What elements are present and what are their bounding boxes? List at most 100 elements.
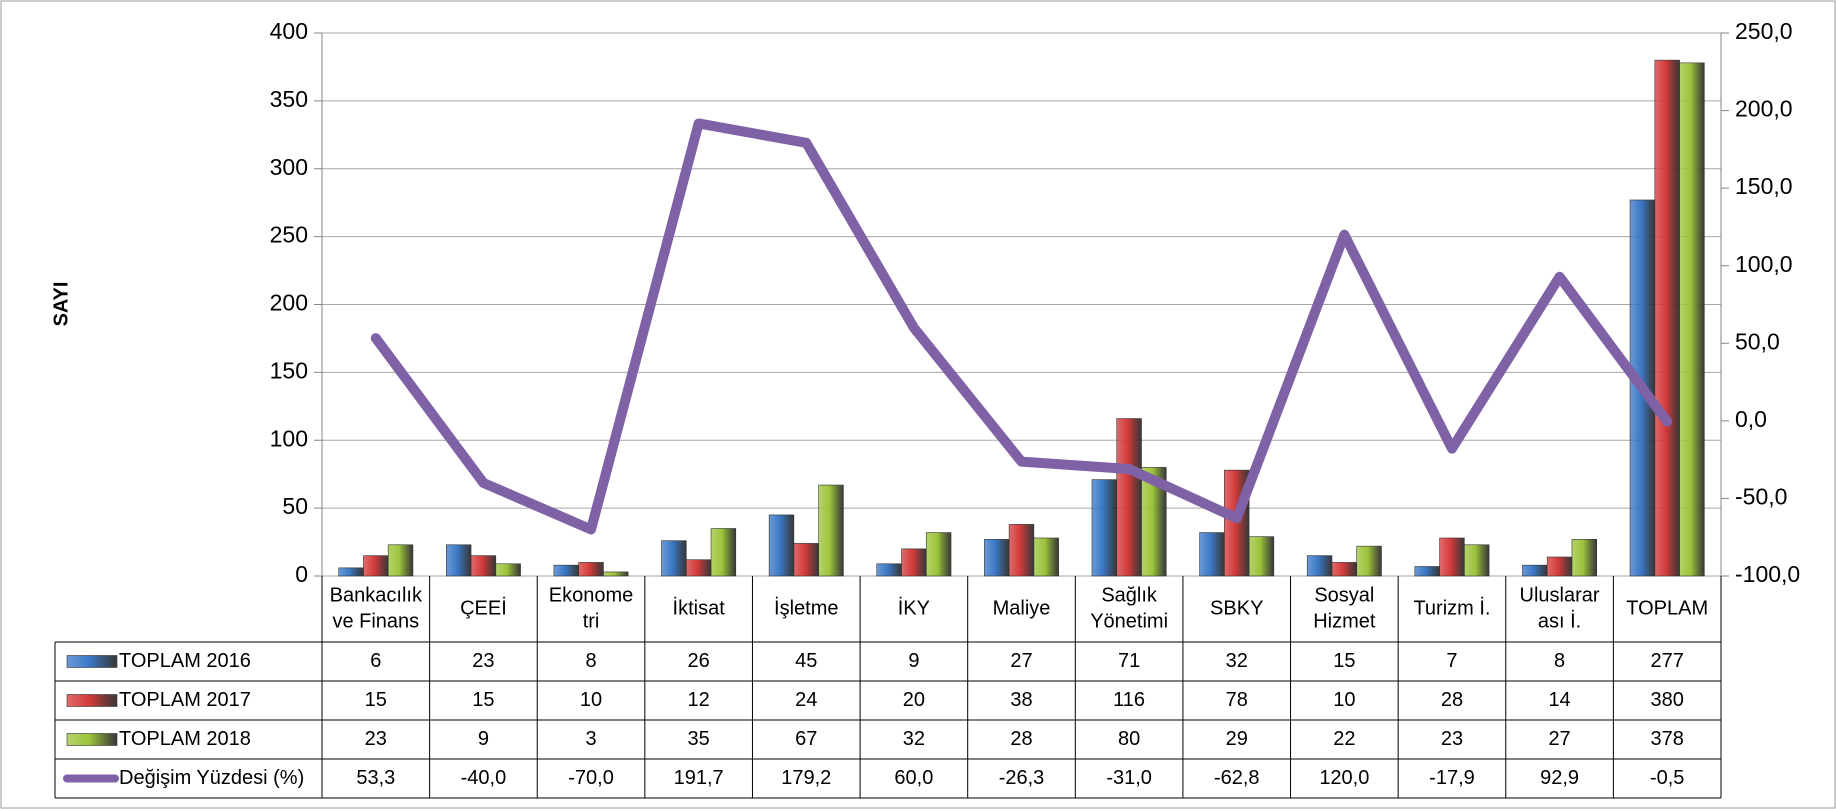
table-value: 8 bbox=[1554, 650, 1565, 672]
legend-label: TOPLAM 2018 bbox=[119, 728, 251, 750]
table-value: 3 bbox=[585, 728, 596, 750]
x-tick-label: Maliye bbox=[993, 597, 1051, 619]
table-value: 116 bbox=[1113, 689, 1145, 711]
y2-tick-label: -50,0 bbox=[1735, 484, 1787, 510]
table-value: 6 bbox=[370, 650, 381, 672]
table-value: 45 bbox=[795, 650, 817, 672]
y2-tick-label: 0,0 bbox=[1735, 406, 1767, 432]
bar bbox=[661, 540, 687, 577]
x-tick-label: İKY bbox=[898, 596, 930, 619]
table-value: 14 bbox=[1548, 689, 1570, 711]
bar bbox=[363, 555, 389, 577]
table-value: 15 bbox=[1333, 650, 1355, 672]
table-value: 38 bbox=[1010, 689, 1032, 711]
bar bbox=[1033, 537, 1059, 577]
table-value: 191,7 bbox=[674, 767, 724, 789]
x-tick-label: SBKY bbox=[1210, 597, 1263, 619]
table-value: 22 bbox=[1333, 728, 1355, 750]
x-tick-label: ÇEEİ bbox=[460, 596, 507, 619]
x-tick-label: Ekonome bbox=[549, 584, 634, 606]
x-tick-label: Turizm İ. bbox=[1413, 596, 1490, 619]
y-tick-label: 350 bbox=[270, 86, 308, 112]
x-tick-label: Sosyal bbox=[1314, 584, 1374, 606]
bar bbox=[818, 484, 844, 577]
legend-label: TOPLAM 2016 bbox=[119, 650, 251, 672]
table-value: 27 bbox=[1548, 728, 1570, 750]
table-value: 15 bbox=[472, 689, 494, 711]
table-value: -62,8 bbox=[1214, 767, 1260, 789]
bar bbox=[1008, 524, 1035, 577]
table-value: 179,2 bbox=[781, 767, 831, 789]
table-value: 29 bbox=[1226, 728, 1248, 750]
x-tick-label: ası İ. bbox=[1538, 609, 1581, 632]
bar bbox=[984, 539, 1010, 577]
bar bbox=[1414, 566, 1440, 577]
table-value: 10 bbox=[1333, 689, 1355, 711]
y2-tick-label: 150,0 bbox=[1735, 173, 1793, 199]
bar bbox=[901, 548, 927, 577]
table-value: 28 bbox=[1010, 728, 1032, 750]
table-value: 78 bbox=[1226, 689, 1248, 711]
table-value: 12 bbox=[688, 689, 710, 711]
y-tick-label: 150 bbox=[270, 357, 308, 383]
bar bbox=[685, 559, 712, 577]
y2-tick-label: 50,0 bbox=[1735, 328, 1780, 354]
table-value: 53,3 bbox=[356, 767, 395, 789]
bar bbox=[1248, 536, 1275, 577]
table-value: 277 bbox=[1651, 650, 1684, 672]
table-value: 26 bbox=[688, 650, 710, 672]
table-value: -0,5 bbox=[1650, 767, 1684, 789]
bar bbox=[1439, 537, 1465, 577]
y-tick-label: 400 bbox=[270, 18, 308, 44]
table-value: 92,9 bbox=[1540, 767, 1579, 789]
bar bbox=[553, 564, 579, 577]
legend-key bbox=[66, 655, 118, 668]
bar bbox=[793, 543, 819, 577]
bar bbox=[1199, 532, 1225, 577]
table-value: 15 bbox=[365, 689, 387, 711]
y-tick-label: 100 bbox=[270, 425, 308, 451]
bar bbox=[495, 563, 521, 577]
table-value: -17,9 bbox=[1429, 767, 1475, 789]
bar bbox=[1331, 562, 1358, 577]
bar bbox=[445, 544, 472, 577]
table-value: 80 bbox=[1118, 728, 1140, 750]
x-tick-label: Uluslarar bbox=[1520, 584, 1600, 606]
bar bbox=[710, 528, 737, 577]
table-value: 32 bbox=[1226, 650, 1248, 672]
x-tick-label: İşletme bbox=[774, 596, 838, 619]
table-value: 27 bbox=[1010, 650, 1032, 672]
x-tick-label: tri bbox=[583, 610, 600, 632]
bar bbox=[338, 567, 364, 577]
y-tick-label: 200 bbox=[270, 290, 308, 316]
bar bbox=[1679, 62, 1705, 577]
table-value: -70,0 bbox=[568, 767, 614, 789]
y2-tick-label: -100,0 bbox=[1735, 561, 1800, 587]
y-tick-label: 300 bbox=[270, 154, 308, 180]
y-tick-label: 50 bbox=[282, 493, 308, 519]
bar bbox=[925, 532, 952, 577]
bar bbox=[387, 544, 414, 577]
legend-label: Değişim Yüzdesi (%) bbox=[119, 767, 304, 789]
x-tick-label: ve Finans bbox=[332, 610, 419, 632]
x-tick-label: Bankacılık bbox=[330, 584, 423, 606]
table-value: 20 bbox=[903, 689, 925, 711]
table-value: 32 bbox=[903, 728, 925, 750]
bar bbox=[470, 555, 497, 577]
table-value: 24 bbox=[795, 689, 817, 711]
y2-tick-label: 200,0 bbox=[1735, 96, 1793, 122]
table-value: 7 bbox=[1446, 650, 1457, 672]
table-value: -26,3 bbox=[999, 767, 1045, 789]
table-value: 10 bbox=[580, 689, 602, 711]
y-axis-label: SAYI bbox=[50, 282, 72, 327]
bar bbox=[768, 514, 795, 577]
bar bbox=[876, 563, 902, 577]
table-value: 8 bbox=[585, 650, 596, 672]
bar bbox=[1522, 564, 1548, 577]
table-value: 35 bbox=[688, 728, 710, 750]
x-tick-label: Yönetimi bbox=[1090, 610, 1168, 632]
bar bbox=[1116, 418, 1142, 577]
x-tick-label: Sağlık bbox=[1101, 584, 1158, 606]
legend-key bbox=[66, 733, 118, 746]
